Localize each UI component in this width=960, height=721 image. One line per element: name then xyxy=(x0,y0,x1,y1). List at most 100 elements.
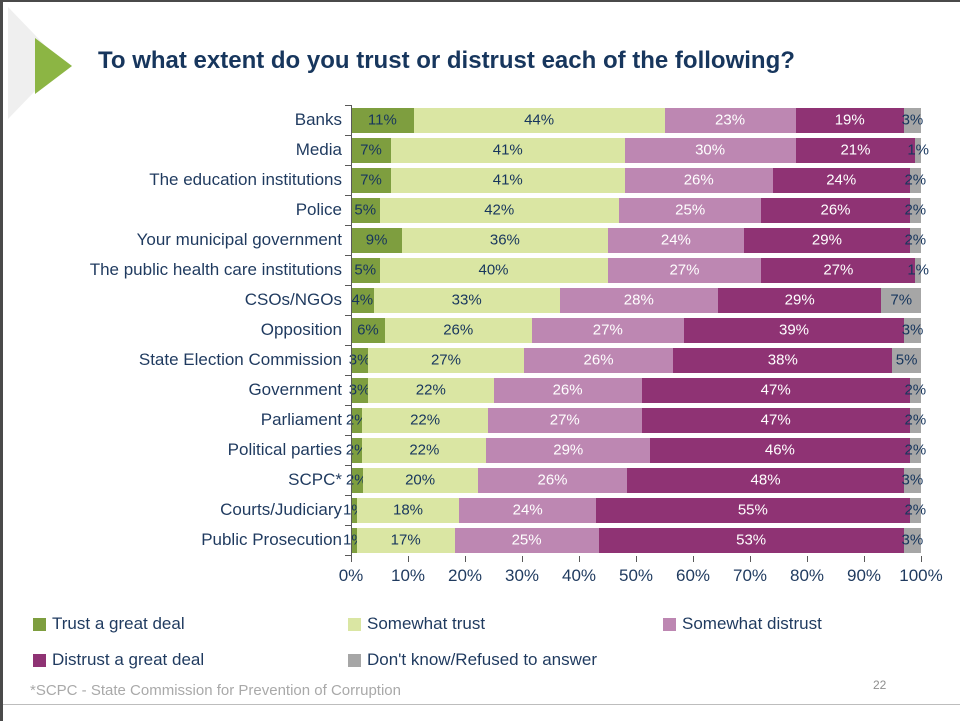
bar-segment: 1% xyxy=(907,257,929,283)
x-axis-tick-label: 100% xyxy=(899,566,943,585)
x-axis-tick xyxy=(522,556,523,562)
bar-value-label: 3% xyxy=(901,471,924,489)
bar-value-label: 11% xyxy=(367,111,397,129)
legend-item: Somewhat trust xyxy=(348,614,486,633)
bar-value-label: 6% xyxy=(357,321,379,339)
y-axis-tick xyxy=(345,345,351,346)
bar-segment: 53% xyxy=(598,527,904,553)
bar-value-label: 26% xyxy=(537,471,568,489)
bar-value-label: 25% xyxy=(675,201,706,219)
bar-value-label: 24% xyxy=(660,231,691,249)
bar-segment: 40% xyxy=(379,257,608,283)
bar-segment: 2% xyxy=(346,437,367,463)
bar-value-label: 9% xyxy=(365,231,388,249)
bar-track: 4% 33% 28% 29% 7% xyxy=(351,287,921,313)
chart-row: Police 5% 42% 25% 26% 2% xyxy=(3,195,960,225)
legend-swatch xyxy=(663,617,676,631)
bar-segment: 26% xyxy=(523,347,674,373)
y-axis-tick xyxy=(345,255,351,256)
bar-segment: 6% xyxy=(351,317,385,343)
bar-segment: 36% xyxy=(402,227,608,253)
bar-segment: 3% xyxy=(901,467,924,493)
legend-swatch xyxy=(348,653,361,667)
x-axis-tick xyxy=(465,556,466,562)
bar-segment: 21% xyxy=(795,137,916,163)
legend-label: Somewhat trust xyxy=(367,614,486,633)
bar-track: 9% 36% 24% 29% 2% xyxy=(351,227,926,253)
bar-track: 11% 44% 23% 19% 3% xyxy=(351,107,923,133)
bar-segment: 2% xyxy=(905,437,926,463)
bar-value-label: 2% xyxy=(904,501,927,519)
bar-segment: 22% xyxy=(362,407,488,433)
x-axis-tick-label: 20% xyxy=(447,566,483,585)
x-axis-tick-label: 10% xyxy=(390,566,426,585)
bar-value-label: 3% xyxy=(901,321,924,339)
x-axis-tick xyxy=(693,556,694,562)
category-label: Opposition xyxy=(260,320,342,339)
bar-value-label: 42% xyxy=(484,201,515,219)
chart-row: Media 7% 41% 30% 21% 1% xyxy=(3,135,960,165)
category-label: The education institutions xyxy=(149,170,342,189)
bar-value-label: 7% xyxy=(360,141,382,159)
bar-value-label: 38% xyxy=(767,351,798,369)
bar-segment: 33% xyxy=(373,287,560,313)
bar-value-label: 5% xyxy=(354,201,377,219)
bar-segment: 48% xyxy=(627,467,904,493)
bar-segment: 26% xyxy=(493,377,642,403)
bar-value-label: 22% xyxy=(410,411,441,429)
bar-segment: 38% xyxy=(673,347,893,373)
bar-segment: 30% xyxy=(624,137,796,163)
y-axis-tick xyxy=(345,555,351,556)
bar-value-label: 20% xyxy=(405,471,436,489)
bar-value-label: 27% xyxy=(592,321,623,339)
y-axis-tick xyxy=(345,165,351,166)
bar-value-label: 24% xyxy=(512,501,543,519)
bar-value-label: 4% xyxy=(351,291,374,309)
chart-row: Parliament 2% 22% 27% 47% 2% xyxy=(3,405,960,435)
y-axis-line xyxy=(351,105,352,556)
bar-track: 7% 41% 26% 24% 2% xyxy=(351,167,926,193)
bar-segment: 3% xyxy=(901,317,924,343)
bar-segment: 24% xyxy=(459,497,597,523)
page-title: To what extent do you trust or distrust … xyxy=(98,47,795,74)
bar-segment: 26% xyxy=(384,317,532,343)
bar-value-label: 2% xyxy=(904,231,927,249)
bar-segment: 27% xyxy=(368,347,524,373)
bar-track: 2% 22% 29% 46% 2% xyxy=(346,437,926,463)
bar-segment: 25% xyxy=(618,197,762,223)
bar-segment: 39% xyxy=(683,317,905,343)
bar-value-label: 48% xyxy=(750,471,781,489)
bar-value-label: 17% xyxy=(390,531,421,549)
bar-value-label: 26% xyxy=(683,171,714,189)
chart-row: Government 3% 22% 26% 47% 2% xyxy=(3,375,960,405)
y-axis-tick xyxy=(345,435,351,436)
bar-value-label: 29% xyxy=(811,231,842,249)
bar-segment: 23% xyxy=(664,107,796,133)
category-label: Courts/Judiciary xyxy=(220,500,342,519)
x-axis-tick xyxy=(864,556,865,562)
y-axis-tick xyxy=(345,315,351,316)
bar-segment: 7% xyxy=(351,167,391,193)
legend-item: Trust a great deal xyxy=(33,614,185,633)
bar-segment: 2% xyxy=(346,467,368,493)
bar-track: 7% 41% 30% 21% 1% xyxy=(351,137,929,163)
bar-segment: 18% xyxy=(356,497,460,523)
chart-row: Banks 11% 44% 23% 19% 3% xyxy=(3,105,960,135)
bar-segment: 3% xyxy=(349,347,370,373)
bar-value-label: 26% xyxy=(820,201,851,219)
bar-track: 5% 40% 27% 27% 1% xyxy=(351,257,929,283)
legend-swatch xyxy=(33,617,46,631)
bar-segment: 19% xyxy=(795,107,904,133)
bar-segment: 22% xyxy=(362,437,487,463)
chart-row: Opposition 6% 26% 27% 39% 3% xyxy=(3,315,960,345)
y-axis-tick xyxy=(345,285,351,286)
bar-segment: 55% xyxy=(596,497,910,523)
bar-segment: 25% xyxy=(454,527,599,553)
bar-segment: 2% xyxy=(904,227,926,253)
category-label: CSOs/NGOs xyxy=(244,290,342,309)
bar-segment: 29% xyxy=(486,437,651,463)
bar-value-label: 39% xyxy=(779,321,810,339)
bar-value-label: 5% xyxy=(895,351,918,369)
bar-segment: 17% xyxy=(356,527,455,553)
bar-segment: 2% xyxy=(904,197,926,223)
